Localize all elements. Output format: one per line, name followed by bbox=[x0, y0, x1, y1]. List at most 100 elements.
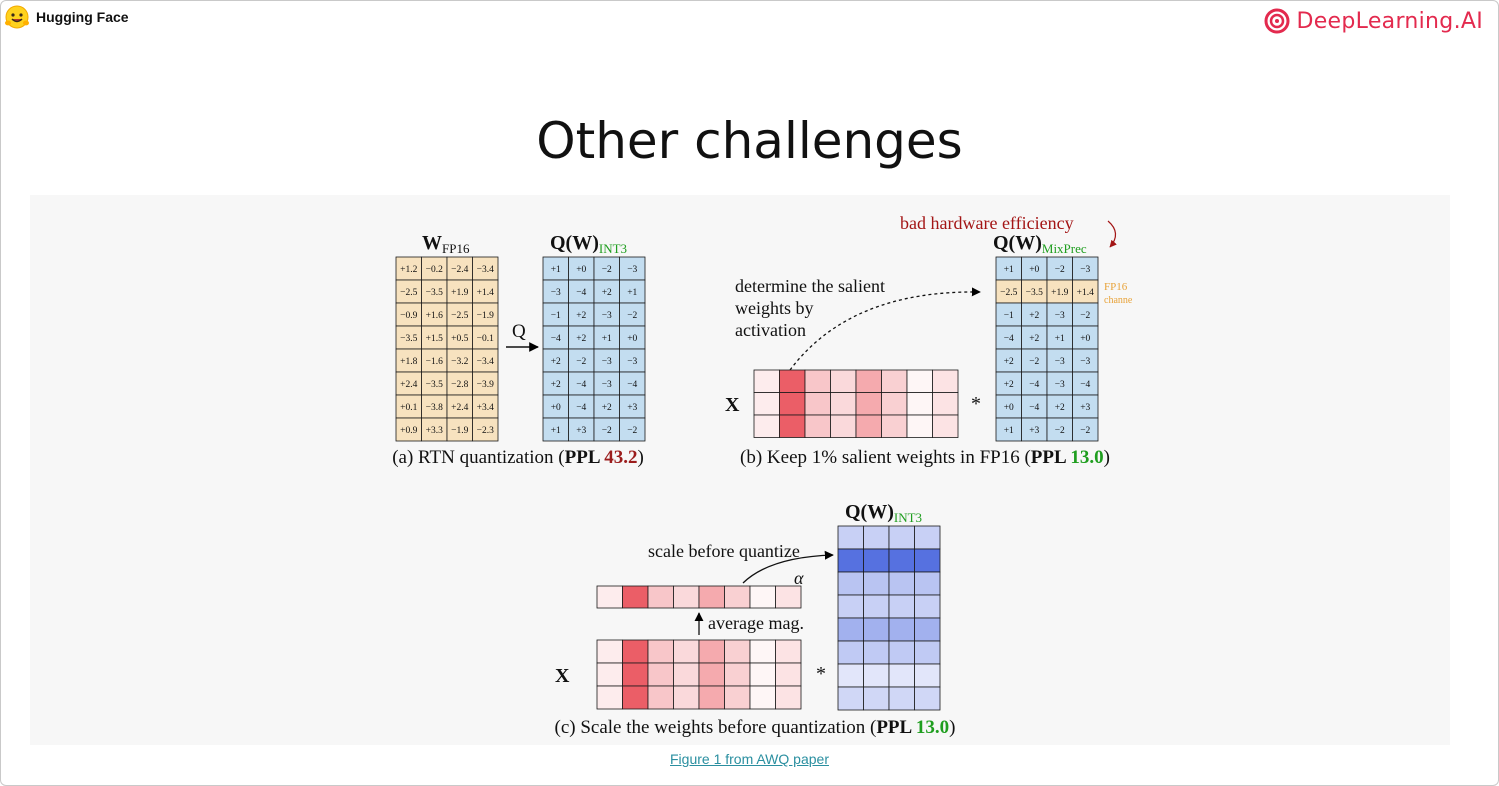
int3-matrix-value: −3 bbox=[602, 311, 612, 321]
scaled-weight-cell bbox=[837, 686, 864, 711]
multiply-sign: * bbox=[971, 393, 981, 415]
mixprec-matrix-value: −3.5 bbox=[1026, 288, 1043, 298]
activation-cell bbox=[881, 414, 908, 438]
activation-cell-c bbox=[673, 639, 700, 664]
scaled-weight-cell bbox=[914, 548, 941, 573]
activation-cell-c bbox=[698, 685, 725, 710]
awq-figure: WFP16 Q(W)INT3 +1.2 −0.2 −2.4 −3.4 −2.5 −3.5 +1.… bbox=[30, 195, 1450, 745]
fp16-matrix-value: −2.5 bbox=[400, 288, 417, 298]
mixprec-matrix-value: −3 bbox=[1055, 380, 1065, 390]
activation-cell-c bbox=[749, 662, 776, 687]
int3-matrix-value: −3 bbox=[602, 357, 612, 367]
scaled-weight-cell bbox=[837, 640, 864, 665]
int3-matrix-value: +2 bbox=[551, 357, 561, 367]
hugging-face-logo: Hugging Face bbox=[4, 4, 129, 30]
fp16-matrix-value: −3.9 bbox=[477, 380, 494, 390]
int3-matrix-cell bbox=[619, 417, 646, 442]
fp16-matrix-value: +1.6 bbox=[426, 311, 443, 321]
scaled-weight-cell bbox=[914, 594, 941, 619]
mixprec-matrix-value: +3 bbox=[1029, 426, 1039, 436]
activation-cell bbox=[830, 369, 857, 393]
fp16-matrix-value: −3.4 bbox=[477, 265, 494, 275]
fp16-matrix-value: +3.4 bbox=[477, 403, 494, 413]
int3-matrix-value: +2 bbox=[576, 311, 586, 321]
scaled-weight-cell bbox=[888, 548, 915, 573]
efficiency-note: bad hardware efficiency bbox=[900, 213, 1074, 233]
activation-cell-c bbox=[647, 662, 674, 687]
avg-mag-cell bbox=[724, 585, 751, 609]
deeplearning-ai-icon bbox=[1264, 8, 1290, 34]
salient-text-line: determine the salient bbox=[735, 276, 885, 296]
int3-matrix-value: +1 bbox=[551, 265, 561, 275]
int3-matrix-value: +0 bbox=[551, 403, 561, 413]
salient-text-line: weights by bbox=[735, 298, 814, 318]
panel-c-caption-part: ) bbox=[949, 717, 955, 738]
activation-cell bbox=[779, 369, 806, 393]
int3-matrix-value: −3 bbox=[602, 380, 612, 390]
mixprec-matrix-value: +0 bbox=[1029, 265, 1039, 275]
activation-cell-c bbox=[647, 639, 674, 664]
scaled-weight-cell bbox=[863, 663, 890, 688]
fp16-matrix-value: +0.1 bbox=[400, 403, 417, 413]
activation-cell-c bbox=[622, 662, 649, 687]
fp16-matrix-value: −3.2 bbox=[451, 357, 468, 367]
mixprec-matrix-value: +0 bbox=[1080, 334, 1090, 344]
int3-matrix-value: +3 bbox=[576, 426, 586, 436]
avg-mag-cell bbox=[647, 585, 674, 609]
scaled-weight-cell bbox=[863, 686, 890, 711]
mixprec-matrix-value: +2 bbox=[1029, 334, 1039, 344]
avg-mag-cell bbox=[673, 585, 700, 609]
awq-paper-link[interactable]: Figure 1 from AWQ paper bbox=[670, 751, 829, 767]
panel-b-caption-part: PPL bbox=[1031, 447, 1066, 468]
avg-mag-cell bbox=[698, 585, 725, 609]
int3-matrix-value: −1 bbox=[551, 311, 561, 321]
activation-cell bbox=[906, 392, 933, 416]
int3-matrix-value: +2 bbox=[551, 380, 561, 390]
scaled-weight-cell bbox=[837, 525, 864, 550]
int3-matrix-value: +3 bbox=[627, 403, 637, 413]
mixprec-matrix-value: −2 bbox=[1055, 265, 1065, 275]
activation-cell-c bbox=[724, 685, 751, 710]
q-int3-label: Q(W)INT3 bbox=[550, 232, 627, 256]
int3-matrix-value: −3 bbox=[627, 357, 637, 367]
scaled-weight-cell bbox=[888, 663, 915, 688]
activation-cell bbox=[753, 369, 780, 393]
fp16-matrix-value: −1.6 bbox=[426, 357, 443, 367]
fp16-matrix-value: +2.4 bbox=[451, 403, 468, 413]
fp16-channel-tag: FP16 bbox=[1104, 281, 1128, 293]
mixprec-matrix-value: +3 bbox=[1080, 403, 1090, 413]
activation-cell-c bbox=[698, 662, 725, 687]
scale-before-quantize-text: scale before quantize bbox=[648, 541, 800, 561]
scaled-weight-cell bbox=[837, 594, 864, 619]
w-fp16-label-main: W bbox=[422, 232, 442, 254]
avg-mag-cell bbox=[622, 585, 649, 609]
fp16-matrix-value: −3.4 bbox=[477, 357, 494, 367]
int3-matrix-value: +2 bbox=[602, 288, 612, 298]
activation-cell bbox=[932, 414, 959, 438]
fp16-matrix-value: +1.8 bbox=[400, 357, 417, 367]
int3-matrix-value: −4 bbox=[627, 380, 637, 390]
scaled-weight-cell bbox=[888, 686, 915, 711]
q-mixprec-label: Q(W)MixPrec bbox=[993, 232, 1087, 256]
mixprec-matrix-value: +0 bbox=[1004, 403, 1014, 413]
panel-c: Q(W)INT3 scale before quantize α average ma… bbox=[555, 501, 956, 738]
int3-matrix-value: −4 bbox=[576, 288, 586, 298]
scaled-weight-cell bbox=[837, 617, 864, 642]
mixprec-matrix-value: +1.9 bbox=[1051, 288, 1068, 298]
hugging-face-name: Hugging Face bbox=[36, 9, 129, 25]
scaled-weight-cell bbox=[863, 594, 890, 619]
activation-cell bbox=[932, 392, 959, 416]
fp16-matrix-value: −1.9 bbox=[477, 311, 494, 321]
activation-cell bbox=[830, 392, 857, 416]
fp16-matrix-value: +3.3 bbox=[426, 426, 443, 436]
deeplearning-ai-name: DeepLearning.AI bbox=[1296, 8, 1483, 34]
fp16-matrix-value: +0.5 bbox=[451, 334, 468, 344]
mixprec-matrix-cell bbox=[1072, 417, 1099, 442]
awq-figure-canvas: WFP16 Q(W)INT3+1.2 −0.2 −2.4 −3.4−2.5 −3.5 +1.… bbox=[392, 213, 1133, 738]
activation-cell-c bbox=[724, 639, 751, 664]
int3-matrix-value: −2 bbox=[602, 265, 612, 275]
activation-cell-c bbox=[596, 685, 623, 710]
activation-cell-c bbox=[596, 639, 623, 664]
panel-b-caption-part: 13.0 bbox=[1066, 447, 1104, 468]
